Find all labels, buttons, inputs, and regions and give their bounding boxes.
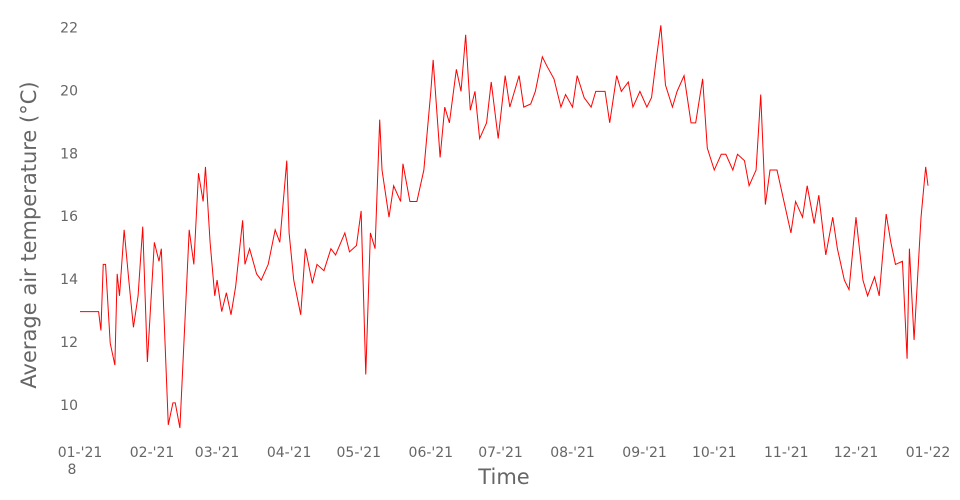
x-tick-label: 03-'21 (195, 445, 240, 461)
y-axis-title: Average air temperature (°C) (17, 81, 41, 388)
x-tick-label: 08-'21 (550, 445, 595, 461)
x-tick-label: 07-'21 (478, 445, 523, 461)
x-tick-label: 01-'22 (906, 445, 951, 461)
x-tick-label: 01-'21 (58, 445, 103, 461)
x-tick-label: 06-'21 (409, 445, 454, 461)
x-axis-title: Time (477, 465, 529, 489)
y-tick-label: 22 (60, 20, 78, 36)
line (80, 25, 929, 429)
x-tick-label: 12-'21 (834, 445, 879, 461)
x-tick-label: 04-'21 (267, 445, 312, 461)
x-sublabel: 8 (68, 462, 77, 478)
y-tick-label: 16 (60, 209, 78, 225)
x-tick-label: 09-'21 (622, 445, 667, 461)
y-tick-label: 18 (60, 146, 78, 162)
y-tick-label: 20 (60, 83, 78, 99)
x-tick-label: 10-'21 (692, 445, 737, 461)
x-tick-label: 11-'21 (764, 445, 809, 461)
y-tick-label: 10 (60, 398, 78, 414)
y-tick-label: 12 (60, 335, 78, 351)
y-tick-label: 14 (60, 272, 78, 288)
x-tick-label: 02-'21 (130, 445, 175, 461)
x-tick-label: 05-'21 (337, 445, 382, 461)
